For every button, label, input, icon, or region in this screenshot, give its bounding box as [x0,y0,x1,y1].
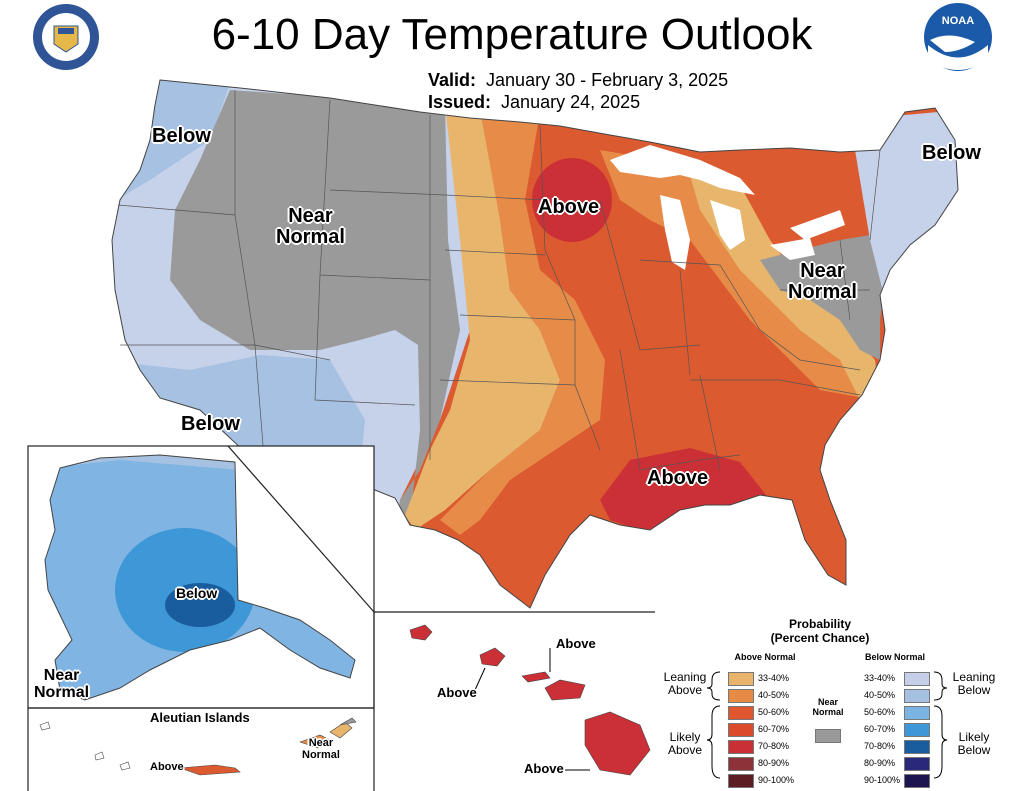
label-aleutian-near-normal: Near Normal [302,737,340,761]
legend-range-above-1: 33-40% [758,673,790,683]
valid-label: Valid: [428,70,477,90]
legend-range-above-5: 70-80% [758,741,790,751]
legend-swatch-above-7 [728,774,754,788]
legend-range-above-7: 90-100% [758,775,795,785]
label-near-normal-west: Near Normal [276,205,345,248]
issued-value: January 24, 2025 [501,92,641,112]
aleutian-title: Aleutian Islands [150,710,250,725]
legend-likely-below: Likely Below [957,730,991,758]
legend-swatch-below-1 [904,672,930,686]
legend-swatch-below-2 [904,689,930,703]
label-below-southwest: Below [181,413,240,435]
legend-swatch-above-1 [728,672,754,686]
legend-range-above-4: 60-70% [758,724,790,734]
legend-near-normal: Near Normal [812,697,844,717]
legend-range-below-5: 70-80% [864,741,896,751]
issued-date: Issued: January 24, 2025 [428,92,640,113]
legend-range-below-2: 40-50% [864,690,896,700]
label-below-northeast: Below [922,142,981,164]
page-title: 6-10 Day Temperature Outlook [211,10,813,59]
legend-leaning-below: Leaning Below [952,670,996,698]
label-hawaii-above-1: Above [556,636,596,651]
legend-swatch-above-4 [728,723,754,737]
legend-title: Probability (Percent Chance) [770,617,870,645]
legend-range-above-6: 80-90% [758,758,790,768]
label-alaska-near-normal: Near Normal [34,667,90,701]
legend-range-below-6: 80-90% [864,758,896,768]
legend-swatch-near-normal [815,729,841,743]
legend-range-below-1: 33-40% [864,673,896,683]
issued-label: Issued: [428,92,492,112]
state-lines [117,90,881,471]
label-above-southeast: Above [647,467,709,489]
label-hawaii-above-3: Above [524,761,564,776]
legend-range-below-3: 50-60% [864,707,896,717]
legend-range-below-4: 60-70% [864,724,896,734]
noaa-logo-icon [924,3,992,71]
legend-swatch-above-5 [728,740,754,754]
legend-swatch-above-2 [728,689,754,703]
legend-range-below-7: 90-100% [864,775,901,785]
legend-swatch-below-7 [904,774,930,788]
legend-swatch-above-3 [728,706,754,720]
legend-swatch-below-6 [904,757,930,771]
valid-dates: Valid: January 30 - February 3, 2025 [428,70,728,91]
legend-range-above-3: 50-60% [758,707,790,717]
legend-above-header: Above Normal [734,652,796,662]
legend-swatch-below-3 [904,706,930,720]
label-near-normal-east: Near Normal [788,260,857,303]
label-below-northwest: Below [152,125,211,147]
noaa-logo-text: NOAA [942,15,974,27]
legend-swatch-below-4 [904,723,930,737]
aleutian-islands [39,717,357,776]
label-above-north: Above [538,196,600,218]
legend-swatch-below-5 [904,740,930,754]
legend-swatch-above-6 [728,757,754,771]
label-hawaii-above-2: Above [437,685,477,700]
hawaii-islands [409,624,651,776]
label-aleutian-above: Above [150,761,184,773]
legend-below-header: Below Normal [864,652,925,662]
legend-leaning-above: Leaning Above [663,670,707,698]
legend-likely-above: Likely Above [667,730,703,758]
legend-range-above-2: 40-50% [758,690,790,700]
doc-seal-icon [33,4,99,70]
valid-value: January 30 - February 3, 2025 [486,70,729,90]
label-alaska-below: Below [176,585,218,601]
